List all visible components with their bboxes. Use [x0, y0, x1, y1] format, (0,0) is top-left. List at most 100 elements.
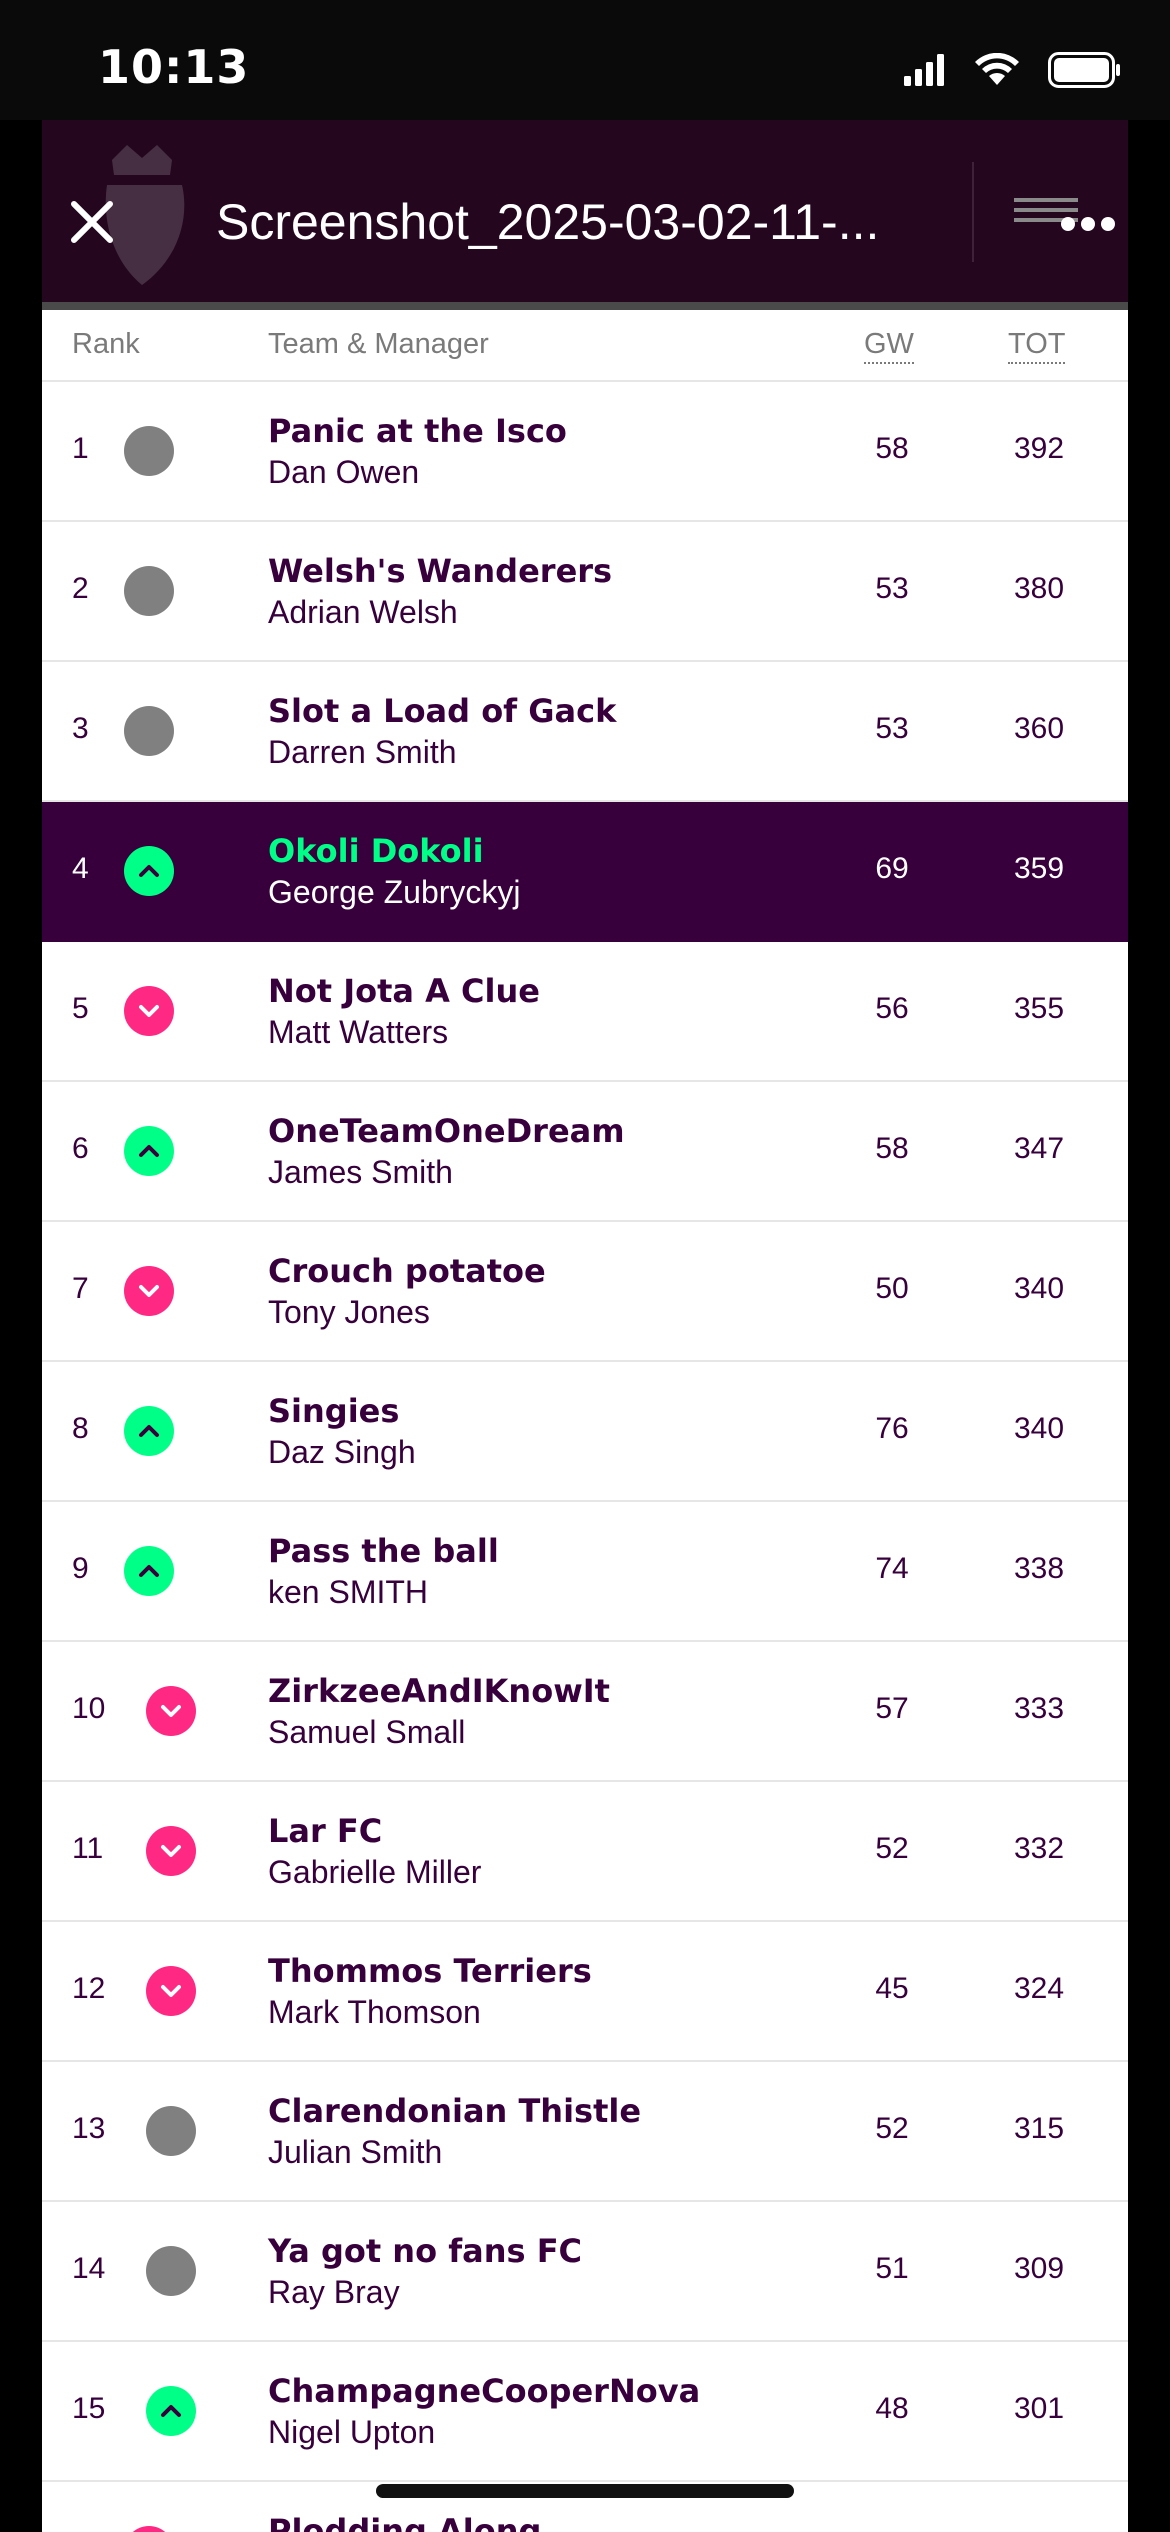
total-points: 338	[1013, 1552, 1065, 1585]
manager-name: Darren Smith	[268, 734, 457, 770]
more-options-button[interactable]	[1010, 186, 1120, 256]
close-icon	[71, 201, 113, 243]
table-row[interactable]: 6 OneTeamOneDream James Smith 58 347	[42, 1082, 1128, 1222]
rank-same-icon	[124, 426, 174, 476]
rank-number: 1	[72, 432, 89, 465]
manager-name: James Smith	[268, 1154, 453, 1190]
team-name[interactable]: Singies	[268, 1392, 400, 1430]
team-name[interactable]: Slot a Load of Gack	[268, 692, 617, 730]
team-name[interactable]: Ya got no fans FC	[268, 2232, 583, 2270]
team-name[interactable]: Not Jota A Clue	[268, 972, 540, 1010]
rank-same-icon	[146, 2106, 196, 2156]
rank-number: 6	[72, 1132, 89, 1165]
table-header: Rank Team & Manager GW TOT	[42, 310, 1128, 382]
column-team-manager: Team & Manager	[268, 328, 489, 360]
table-row[interactable]: 15 ChampagneCooperNova Nigel Upton 48 301	[42, 2342, 1128, 2482]
rank-number: 13	[72, 2112, 106, 2145]
team-name[interactable]: ZirkzeeAndIKnowIt	[268, 1672, 610, 1710]
gameweek-points: 56	[875, 992, 909, 1025]
team-name[interactable]: Plodding Along	[268, 2512, 542, 2532]
home-indicator[interactable]	[376, 2484, 794, 2498]
rank-number: 11	[72, 1832, 104, 1865]
status-icons	[904, 52, 1122, 88]
gameweek-points: 69	[875, 852, 909, 885]
team-name[interactable]: Thommos Terriers	[268, 1952, 592, 1990]
manager-name: ken SMITH	[268, 1574, 429, 1610]
standings-table: 1 Panic at the Isco Dan Owen 58 392 2 Welsh's …	[42, 382, 1128, 2532]
table-row[interactable]: 12 Thommos Terriers Mark Thomson 45 324	[42, 1922, 1128, 2062]
rank-number: 4	[72, 852, 89, 885]
gameweek-points: 52	[875, 1832, 909, 1865]
table-row[interactable]: 2 Welsh's Wanderers Adrian Welsh 53 380	[42, 522, 1128, 662]
team-name[interactable]: Panic at the Isco	[268, 412, 567, 450]
total-points: 301	[1013, 2392, 1065, 2425]
total-points: 380	[1013, 572, 1065, 605]
header-shadow	[42, 302, 1128, 310]
rank-number: 7	[72, 1272, 89, 1305]
table-row[interactable]: 10 ZirkzeeAndIKnowIt Samuel Small 57 333	[42, 1642, 1128, 1782]
team-name[interactable]: Okoli Dokoli	[268, 832, 484, 870]
total-points: 359	[1013, 852, 1065, 885]
rank-down-icon	[124, 1266, 174, 1316]
total-points: 309	[1013, 2252, 1065, 2285]
rank-number: 15	[72, 2392, 106, 2425]
table-row[interactable]: 5 Not Jota A Clue Matt Watters 56 355	[42, 942, 1128, 1082]
header-divider	[972, 162, 974, 262]
team-name[interactable]: Lar FC	[268, 1812, 383, 1850]
rank-same-icon	[146, 2246, 196, 2296]
manager-name: Nigel Upton	[268, 2414, 436, 2450]
rank-down-icon	[146, 1686, 196, 1736]
table-row[interactable]: 11 Lar FC Gabrielle Miller 52 332	[42, 1782, 1128, 1922]
team-name[interactable]: Clarendonian Thistle	[268, 2092, 642, 2130]
gameweek-points: 58	[875, 432, 909, 465]
manager-name: Tony Jones	[268, 1294, 430, 1330]
gameweek-points: 51	[875, 2252, 909, 2285]
table-row[interactable]: 7 Crouch potatoe Tony Jones 50 340	[42, 1222, 1128, 1362]
team-name[interactable]: Welsh's Wanderers	[268, 552, 613, 590]
more-options-icon	[1014, 198, 1115, 231]
table-row[interactable]: 1 Panic at the Isco Dan Owen 58 392	[42, 382, 1128, 522]
rank-same-icon	[124, 566, 174, 616]
rank-number: 12	[72, 1972, 106, 2005]
manager-name: George Zubryckyj	[268, 874, 521, 910]
rank-same-icon	[124, 706, 174, 756]
team-name[interactable]: Crouch potatoe	[268, 1252, 546, 1290]
table-row[interactable]: 8 Singies Daz Singh 76 340	[42, 1362, 1128, 1502]
rank-number: 3	[72, 712, 89, 745]
table-row[interactable]: 13 Clarendonian Thistle Julian Smith 52 315	[42, 2062, 1128, 2202]
rank-down-icon	[124, 986, 174, 1036]
close-button[interactable]	[52, 182, 132, 262]
rank-up-icon	[124, 1126, 174, 1176]
document-viewer: Screenshot_2025-03-02-11-... Rank Team &…	[42, 120, 1128, 2532]
table-row[interactable]: 4 Okoli Dokoli George Zubryckyj 69 359	[42, 802, 1128, 942]
rank-down-icon	[124, 2526, 174, 2532]
table-row[interactable]: 3 Slot a Load of Gack Darren Smith 53 360	[42, 662, 1128, 802]
manager-name: Daz Singh	[268, 1434, 416, 1470]
total-points: 340	[1013, 1412, 1065, 1445]
team-name[interactable]: Pass the ball	[268, 1532, 499, 1570]
team-name[interactable]: ChampagneCooperNova	[268, 2372, 701, 2410]
manager-name: Ray Bray	[268, 2274, 400, 2310]
total-points: 360	[1013, 712, 1065, 745]
manager-name: Matt Watters	[268, 1014, 449, 1050]
table-row[interactable]: 14 Ya got no fans FC Ray Bray 51 309	[42, 2202, 1128, 2342]
gameweek-points: 57	[875, 1692, 909, 1725]
gameweek-points: 45	[875, 1972, 909, 2005]
total-points: 333	[1013, 1692, 1065, 1725]
gameweek-points: 48	[875, 2392, 909, 2425]
status-bar: 10:13	[0, 0, 1170, 120]
rank-up-icon	[146, 2386, 196, 2436]
column-gw[interactable]: GW	[864, 328, 914, 364]
column-rank: Rank	[72, 328, 140, 360]
manager-name: Gabrielle Miller	[268, 1854, 482, 1890]
rank-number: 5	[72, 992, 89, 1025]
manager-name: Dan Owen	[268, 454, 420, 490]
total-points: 340	[1013, 1272, 1065, 1305]
table-row[interactable]: 9 Pass the ball ken SMITH 74 338	[42, 1502, 1128, 1642]
rank-number: 9	[72, 1552, 89, 1585]
column-tot[interactable]: TOT	[1008, 328, 1066, 364]
team-name[interactable]: OneTeamOneDream	[268, 1112, 625, 1150]
gameweek-points: 52	[875, 2112, 909, 2145]
gameweek-points: 50	[875, 1272, 909, 1305]
gameweek-points: 74	[875, 1552, 909, 1585]
